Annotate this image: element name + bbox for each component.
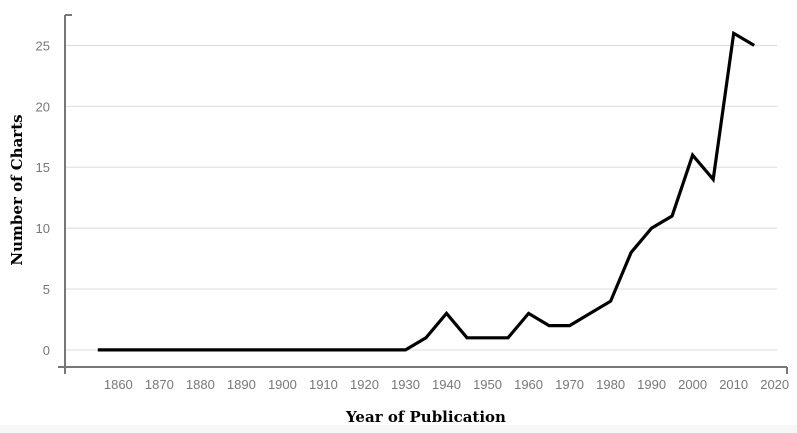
bottom-strip [0, 425, 797, 433]
y-tick-label: 5 [43, 282, 50, 297]
x-tick-label: 1860 [104, 377, 133, 392]
x-tick-label: 2010 [719, 377, 748, 392]
x-tick-label: 1900 [268, 377, 297, 392]
y-tick-label: 10 [36, 221, 50, 236]
x-tick-label: 1880 [186, 377, 215, 392]
x-axis-ticks: 1860 1870 1880 1890 1900 1910 1920 1930 1940 1950… [104, 367, 789, 392]
y-tick-label: 20 [36, 99, 50, 114]
x-tick-label: 1910 [309, 377, 338, 392]
x-tick-label: 1920 [350, 377, 379, 392]
y-tick-label: 25 [36, 38, 50, 53]
x-tick-label: 1870 [145, 377, 174, 392]
x-tick-label: 1950 [473, 377, 502, 392]
x-tick-label: 1960 [514, 377, 543, 392]
x-tick-label: 1970 [555, 377, 584, 392]
x-tick-label: 1940 [432, 377, 461, 392]
gridlines [65, 44, 777, 351]
x-tick-label: 1890 [227, 377, 256, 392]
x-axis-title: Year of Publication [345, 408, 506, 426]
y-tick-label: 0 [43, 343, 50, 358]
x-tick-label: 1930 [391, 377, 420, 392]
x-tick-label: 1990 [637, 377, 666, 392]
x-tick-label: 2000 [678, 377, 707, 392]
y-axis-ticks: 0 5 10 15 20 25 [36, 14, 72, 358]
y-axis-title: Number of Charts [8, 114, 26, 265]
series-line [97, 30, 756, 352]
x-tick-label: 1980 [596, 377, 625, 392]
x-tick-label: 2020 [760, 377, 789, 392]
y-tick-label: 15 [36, 160, 50, 175]
